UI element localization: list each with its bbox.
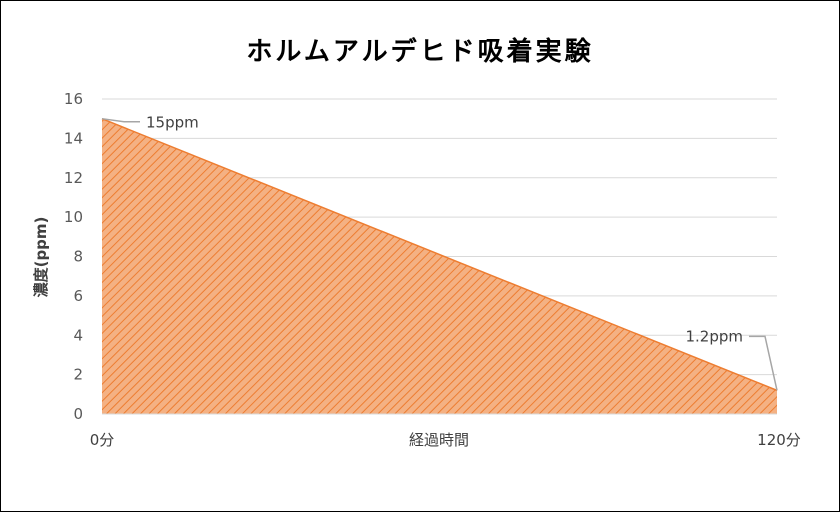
y-tick-label: 0 — [73, 405, 83, 423]
y-tick-label: 2 — [73, 366, 83, 384]
y-tick-label: 10 — [64, 208, 83, 226]
y-tick-label: 8 — [73, 248, 83, 266]
y-tick-label: 14 — [64, 129, 83, 147]
x-axis-label: 経過時間 — [409, 431, 469, 449]
y-tick-label: 16 — [64, 90, 83, 108]
series-area — [102, 119, 777, 414]
data-label: 1.2ppm — [685, 327, 743, 345]
y-axis-label: 濃度(ppm) — [32, 217, 50, 298]
x-tick-label: 0分 — [90, 431, 115, 449]
x-tick-label: 120分 — [757, 431, 801, 449]
area-fill — [102, 119, 777, 414]
data-label: 15ppm — [146, 114, 199, 132]
y-tick-label: 4 — [73, 326, 83, 344]
y-tick-label: 6 — [73, 287, 83, 305]
y-tick-label: 12 — [64, 169, 83, 187]
